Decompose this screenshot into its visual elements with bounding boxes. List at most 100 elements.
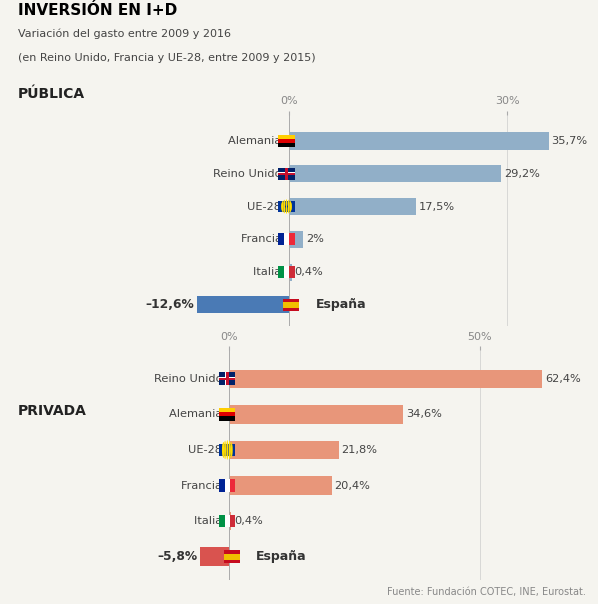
Text: Alemania: Alemania — [169, 410, 226, 419]
Text: Reino Unido: Reino Unido — [213, 169, 285, 179]
Circle shape — [227, 447, 228, 460]
Circle shape — [222, 446, 224, 458]
Bar — [284, 266, 289, 278]
Text: Fuente: Fundación COTEC, INE, Eurostat.: Fuente: Fundación COTEC, INE, Eurostat. — [387, 587, 586, 597]
Bar — [284, 234, 289, 245]
Bar — [226, 373, 228, 385]
Bar — [289, 231, 303, 248]
Bar — [219, 444, 236, 456]
Bar — [219, 373, 236, 385]
Bar — [279, 266, 284, 278]
Circle shape — [288, 200, 289, 208]
Bar — [230, 405, 403, 423]
Text: UE-28: UE-28 — [248, 202, 285, 211]
Text: PÚBLICA: PÚBLICA — [18, 86, 85, 101]
Text: 20,4%: 20,4% — [334, 481, 370, 490]
Circle shape — [286, 199, 288, 207]
Text: Francia: Francia — [240, 234, 285, 244]
Bar — [200, 547, 230, 566]
Bar — [230, 512, 231, 530]
Text: España: España — [316, 298, 366, 311]
Bar — [289, 234, 295, 245]
Text: 17,5%: 17,5% — [419, 202, 455, 211]
Bar — [283, 302, 299, 308]
Circle shape — [282, 204, 283, 212]
Bar — [219, 378, 236, 380]
Circle shape — [222, 444, 224, 456]
Circle shape — [286, 206, 288, 214]
Bar — [279, 143, 295, 147]
Bar — [230, 370, 542, 388]
Circle shape — [282, 201, 283, 209]
Bar — [283, 299, 299, 302]
Circle shape — [224, 447, 226, 459]
Bar — [279, 139, 295, 143]
Text: Italia: Italia — [194, 516, 226, 526]
Bar — [230, 515, 236, 527]
Circle shape — [228, 441, 230, 453]
Text: Variación del gasto entre 2009 y 2016: Variación del gasto entre 2009 y 2016 — [18, 28, 231, 39]
Bar — [230, 477, 332, 495]
Bar — [224, 560, 240, 563]
Bar — [197, 297, 289, 313]
Bar — [283, 308, 299, 310]
Bar — [279, 168, 295, 179]
Text: (en Reino Unido, Francia y UE-28, entre 2009 y 2015): (en Reino Unido, Francia y UE-28, entre … — [18, 53, 316, 63]
Circle shape — [288, 205, 289, 213]
Bar — [289, 266, 295, 278]
Circle shape — [281, 202, 283, 211]
Bar — [225, 515, 230, 527]
Text: España: España — [257, 550, 307, 563]
Circle shape — [289, 201, 291, 209]
Text: –5,8%: –5,8% — [157, 550, 197, 563]
Circle shape — [283, 205, 285, 213]
Text: 35,7%: 35,7% — [551, 136, 588, 146]
Text: UE-28: UE-28 — [188, 445, 226, 455]
Text: INVERSIÓN EN I+D: INVERSIÓN EN I+D — [18, 3, 177, 18]
Text: 62,4%: 62,4% — [545, 374, 581, 384]
Bar — [219, 413, 236, 417]
Bar — [285, 168, 288, 179]
Circle shape — [224, 441, 226, 453]
Text: Reino Unido: Reino Unido — [154, 374, 226, 384]
Bar — [289, 198, 416, 215]
Bar — [279, 201, 295, 213]
Bar — [224, 550, 240, 553]
Text: 0,4%: 0,4% — [294, 267, 324, 277]
Bar — [219, 378, 236, 381]
Text: Alemania: Alemania — [228, 136, 285, 146]
Bar — [285, 168, 288, 179]
Text: Francia: Francia — [181, 481, 226, 490]
Text: 0,4%: 0,4% — [234, 516, 263, 526]
Bar — [219, 479, 225, 492]
Bar — [279, 172, 295, 175]
Bar — [279, 173, 295, 175]
Text: 21,8%: 21,8% — [341, 445, 377, 455]
Text: PRIVADA: PRIVADA — [18, 403, 87, 418]
Bar — [230, 441, 338, 459]
Circle shape — [230, 446, 232, 458]
Bar — [225, 373, 229, 385]
Bar — [224, 553, 240, 560]
Bar — [219, 408, 236, 413]
Bar — [279, 234, 284, 245]
Bar — [279, 135, 295, 139]
Text: 34,6%: 34,6% — [405, 410, 441, 419]
Circle shape — [283, 200, 285, 208]
Circle shape — [230, 442, 232, 454]
Text: 2%: 2% — [306, 234, 324, 244]
Bar — [230, 479, 236, 492]
Bar — [289, 263, 292, 281]
Text: –12,6%: –12,6% — [145, 298, 194, 311]
Text: 29,2%: 29,2% — [504, 169, 540, 179]
Circle shape — [290, 202, 292, 211]
Circle shape — [289, 204, 291, 212]
Bar — [289, 165, 501, 182]
Bar — [225, 479, 230, 492]
Bar — [219, 417, 236, 420]
Bar — [219, 515, 225, 527]
Circle shape — [227, 440, 228, 452]
Text: Italia: Italia — [254, 267, 285, 277]
Bar — [289, 132, 549, 150]
Circle shape — [231, 444, 233, 456]
